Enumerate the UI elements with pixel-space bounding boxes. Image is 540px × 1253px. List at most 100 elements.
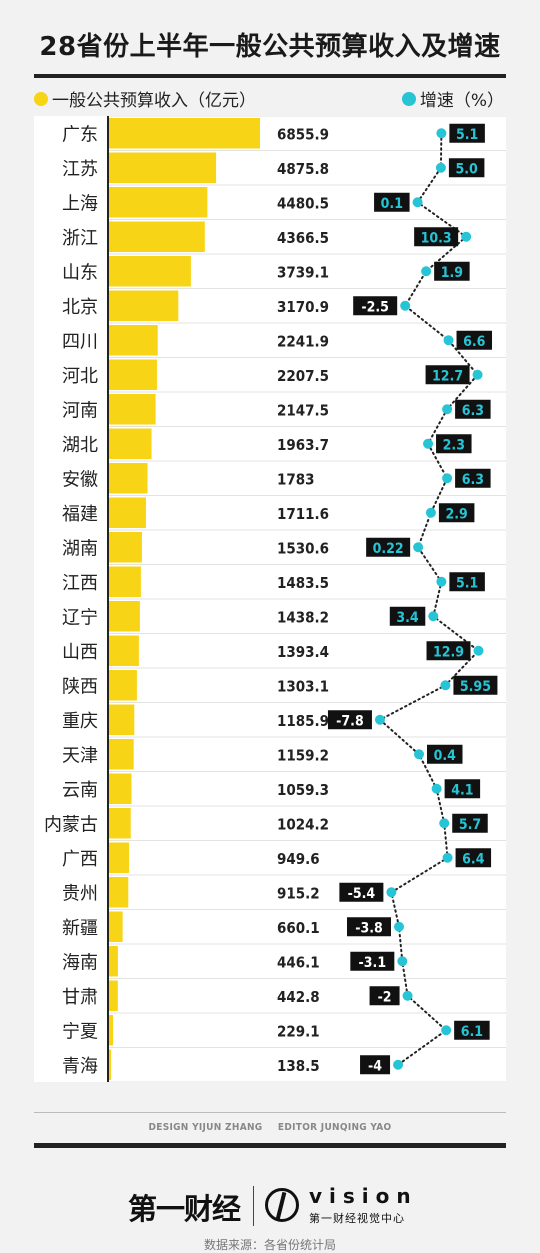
growth-label-box <box>438 503 475 523</box>
growth-label-box <box>449 123 485 143</box>
revenue-value-label: 1024.2 <box>277 815 329 833</box>
growth-label-box <box>452 813 488 833</box>
design-credit: DESIGN YIJUN ZHANG <box>148 1122 263 1133</box>
category-label: 福建 <box>62 504 98 525</box>
revenue-value-label: 446.1 <box>277 953 320 971</box>
revenue-value-label: 2207.5 <box>277 367 329 385</box>
growth-value-label: -4 <box>368 1058 382 1074</box>
revenue-bar <box>108 670 137 701</box>
revenue-bar <box>108 911 123 942</box>
category-label: 山东 <box>62 262 98 283</box>
category-label: 天津 <box>62 745 98 766</box>
growth-value-label: 0.1 <box>381 196 403 212</box>
growth-dot <box>412 197 423 208</box>
revenue-bar <box>108 463 148 494</box>
revenue-value-label: 1159.2 <box>277 746 329 764</box>
legend-revenue: 一般公共预算收入（亿元） <box>34 86 256 111</box>
revenue-bar <box>108 187 208 218</box>
revenue-value-label: 949.6 <box>277 850 320 868</box>
growth-value-label: 6.3 <box>462 403 484 419</box>
growth-dot <box>397 956 408 967</box>
category-label: 北京 <box>62 297 98 318</box>
revenue-bar <box>108 221 205 252</box>
growth-value-label: -3.1 <box>359 955 387 971</box>
growth-value-label: 5.1 <box>456 127 478 143</box>
category-label: 辽宁 <box>62 607 98 628</box>
revenue-value-label: 1438.2 <box>277 608 329 626</box>
revenue-value-label: 1303.1 <box>277 677 329 695</box>
growth-value-label: 0.22 <box>373 541 404 557</box>
growth-value-label: 6.4 <box>462 851 485 867</box>
revenue-value-label: 2147.5 <box>277 401 329 419</box>
footer-thick-rule <box>34 1143 506 1148</box>
growth-value-label: 3.4 <box>396 610 419 626</box>
revenue-value-label: 1963.7 <box>277 436 329 454</box>
revenue-bar <box>108 773 132 804</box>
revenue-value-label: 1483.5 <box>277 574 329 592</box>
chart-title: 28省份上半年一般公共预算收入及增速 <box>39 32 501 62</box>
growth-dot <box>414 749 424 760</box>
revenue-bar <box>108 1049 112 1080</box>
category-label: 宁夏 <box>62 1021 98 1042</box>
revenue-value-label: 442.8 <box>277 988 320 1006</box>
title-rule <box>34 74 506 78</box>
growth-label-box <box>448 158 485 178</box>
growth-dot <box>441 1025 452 1036</box>
chart-panel: 广东 6855.9 江苏 4875.8 上海 4480.5 浙江 4366.5 山东 3739.1… <box>34 116 506 1082</box>
revenue-value-label: 4366.5 <box>277 229 329 247</box>
brand-logo-yicai: 第一财经 <box>128 1192 241 1226</box>
growth-dot <box>423 438 434 449</box>
growth-dot <box>473 645 484 656</box>
growth-dot <box>400 300 411 311</box>
growth-value-label: -2 <box>378 989 392 1005</box>
growth-dot <box>402 990 413 1001</box>
growth-label-box <box>389 606 426 626</box>
growth-label-box <box>414 227 459 247</box>
revenue-value-label: 1711.6 <box>277 505 329 523</box>
growth-value-label: 5.0 <box>455 161 478 177</box>
growth-value-label: -3.8 <box>355 920 383 936</box>
growth-dot <box>394 921 404 932</box>
category-label: 山西 <box>62 642 98 663</box>
credits: DESIGN YIJUN ZHANG EDITOR JUNQING YAO <box>0 1122 540 1133</box>
growth-dot <box>435 162 446 173</box>
revenue-bar <box>108 842 130 873</box>
category-label: 新疆 <box>62 918 98 939</box>
revenue-bar <box>108 808 131 839</box>
growth-dot <box>431 783 442 794</box>
growth-dot <box>472 369 483 380</box>
category-label: 青海 <box>62 1056 98 1077</box>
revenue-value-label: 1059.3 <box>277 781 329 799</box>
growth-label-box <box>455 848 492 868</box>
growth-label-box <box>454 1020 490 1040</box>
category-label: 云南 <box>62 780 98 801</box>
category-label: 河北 <box>62 366 98 387</box>
revenue-value-label: 3739.1 <box>277 263 329 281</box>
growth-label-box <box>350 951 395 971</box>
category-label: 四川 <box>62 331 98 352</box>
growth-label-box <box>426 641 471 661</box>
growth-dot <box>442 404 453 415</box>
growth-value-label: 4.1 <box>451 782 473 798</box>
category-label: 江西 <box>62 573 98 594</box>
growth-value-label: 0.4 <box>434 748 457 764</box>
growth-value-label: 1.9 <box>441 265 463 281</box>
revenue-bar <box>108 980 118 1011</box>
growth-dot <box>428 611 439 622</box>
data-source: 数据来源：各省份统计局 <box>203 1238 336 1252</box>
revenue-bar <box>108 532 142 563</box>
category-label: 湖南 <box>62 538 98 559</box>
revenue-value-label: 3170.9 <box>277 298 329 316</box>
vision-wordmark: vision <box>309 1184 418 1208</box>
legend-revenue-swatch <box>34 91 48 106</box>
category-label: 江苏 <box>62 159 98 180</box>
revenue-bar <box>108 325 158 356</box>
growth-value-label: 12.7 <box>432 368 463 384</box>
category-label: 内蒙古 <box>44 814 98 835</box>
legend-revenue-label: 一般公共预算收入（亿元） <box>52 91 256 111</box>
category-label: 陕西 <box>62 676 98 697</box>
revenue-bar <box>108 739 134 770</box>
growth-dot <box>439 818 450 829</box>
growth-dot <box>442 852 453 863</box>
growth-dot <box>436 576 447 587</box>
